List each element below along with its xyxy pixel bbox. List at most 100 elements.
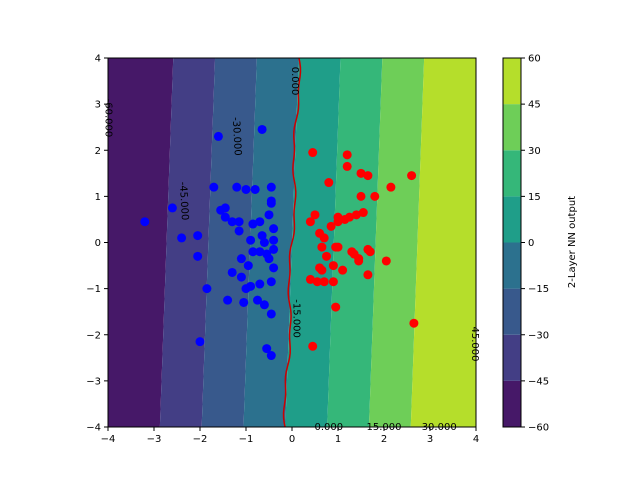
data-point xyxy=(266,309,276,319)
data-point xyxy=(328,277,338,287)
data-point xyxy=(262,344,272,354)
data-point xyxy=(308,148,318,158)
colorbar-tick-label: 60 xyxy=(528,54,541,65)
contour-band xyxy=(108,58,174,427)
data-point xyxy=(317,242,327,252)
data-point xyxy=(356,168,366,178)
data-point xyxy=(257,124,267,134)
contour-band xyxy=(201,58,257,427)
data-point xyxy=(193,251,203,261)
data-point xyxy=(266,182,276,192)
data-point xyxy=(345,212,354,222)
contour-band xyxy=(159,58,216,427)
x-tick-label: 0 xyxy=(289,434,295,445)
contour-label: -15.000 xyxy=(291,299,302,338)
colorbar-tick-label: −15 xyxy=(528,284,549,295)
contour-band xyxy=(410,58,476,427)
data-point xyxy=(269,244,279,254)
data-point xyxy=(305,274,315,284)
data-point xyxy=(236,254,246,264)
data-point xyxy=(351,210,361,220)
contour-label: 0.000 xyxy=(289,67,300,96)
data-point xyxy=(354,254,364,264)
data-point xyxy=(167,203,177,213)
data-point xyxy=(386,182,396,192)
y-tick-label: −4 xyxy=(86,423,101,434)
data-point xyxy=(363,171,373,181)
colorbar-tick-label: 0 xyxy=(528,238,534,249)
scatter-points xyxy=(140,124,419,361)
data-point xyxy=(257,231,267,241)
contour-label: -45.000 xyxy=(177,181,190,220)
contour-band xyxy=(327,58,383,427)
contour-band xyxy=(368,58,425,427)
data-point xyxy=(255,217,265,227)
data-point xyxy=(333,242,343,252)
colorbar-segment xyxy=(503,104,521,151)
colorbar-segment xyxy=(503,242,521,289)
x-tick-label: −1 xyxy=(239,434,254,445)
y-tick-label: 2 xyxy=(95,146,101,157)
decision-boundary-line xyxy=(282,58,302,427)
data-point xyxy=(324,178,334,188)
colorbar-tick-label: 45 xyxy=(528,100,541,111)
data-point xyxy=(326,221,336,231)
data-point xyxy=(195,337,205,347)
y-tick-label: −2 xyxy=(86,330,101,341)
colorbar-tick-label: 15 xyxy=(528,192,541,203)
data-point xyxy=(193,231,203,241)
data-point xyxy=(331,302,341,312)
data-point xyxy=(248,219,258,229)
data-point xyxy=(407,171,417,181)
x-tick-label: −4 xyxy=(101,434,116,445)
data-point xyxy=(342,150,352,160)
data-point xyxy=(381,256,391,266)
data-point xyxy=(305,217,315,227)
data-point xyxy=(266,277,276,287)
data-point xyxy=(234,226,244,236)
data-point xyxy=(213,131,223,141)
data-point xyxy=(246,281,256,291)
data-point xyxy=(248,247,258,257)
data-point xyxy=(328,261,338,271)
contour-label: -30.000 xyxy=(230,117,243,156)
data-point xyxy=(358,208,368,218)
data-point xyxy=(409,318,419,328)
data-point xyxy=(317,265,327,275)
data-point xyxy=(365,247,375,257)
data-point xyxy=(232,182,242,192)
data-point xyxy=(269,235,279,245)
x-axis: −4 −3 −2 −1 0 1 2 3 4 xyxy=(101,427,479,445)
data-point xyxy=(177,233,187,243)
x-tick-label: −3 xyxy=(147,434,162,445)
colorbar-segment xyxy=(503,334,521,381)
colorbar-label: 2-Layer NN output xyxy=(567,196,578,288)
data-point xyxy=(264,254,274,264)
colorbar-tick-label: −60 xyxy=(528,423,549,434)
data-point xyxy=(310,210,320,220)
data-point xyxy=(241,184,251,194)
contour-band xyxy=(285,58,341,427)
y-tick-label: 4 xyxy=(95,54,101,65)
y-tick-label: 0 xyxy=(95,238,101,249)
colorbar-segment xyxy=(503,150,521,197)
data-point xyxy=(234,217,244,227)
data-point xyxy=(259,238,269,247)
data-point xyxy=(220,212,230,222)
x-tick-label: 3 xyxy=(427,434,433,445)
data-point xyxy=(319,233,329,243)
data-point xyxy=(356,191,366,201)
data-point xyxy=(312,277,322,287)
x-tick-label: 2 xyxy=(381,434,387,445)
colorbar-tick-label: 30 xyxy=(528,146,541,157)
data-point xyxy=(227,217,237,227)
y-axis: −4 −3 −2 −1 0 1 2 3 4 xyxy=(86,54,108,434)
data-point xyxy=(269,263,279,273)
x-tick-label: 1 xyxy=(335,434,341,445)
data-point xyxy=(236,272,246,282)
data-point xyxy=(255,247,265,257)
data-point xyxy=(250,184,260,194)
data-point xyxy=(333,212,343,222)
data-point xyxy=(266,351,276,361)
